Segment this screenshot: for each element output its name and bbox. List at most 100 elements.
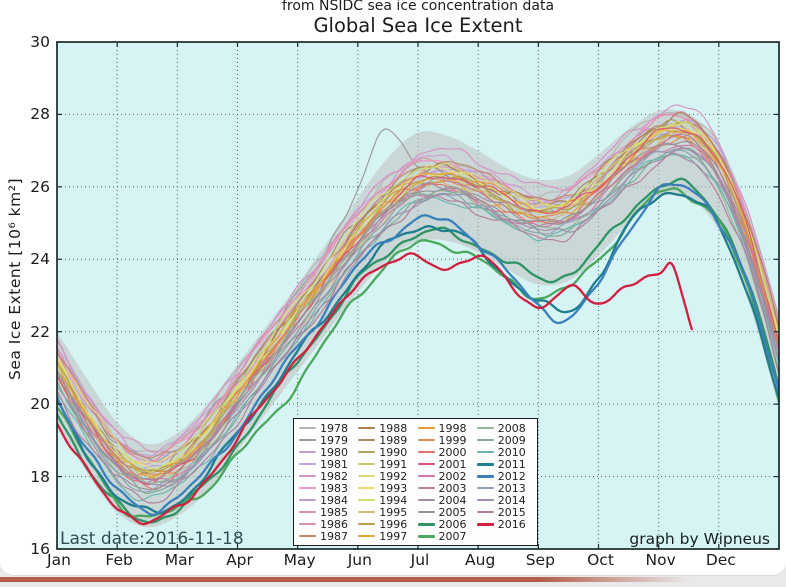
legend-swatch-1991 xyxy=(358,463,376,465)
series-line-1982 xyxy=(57,104,779,453)
legend-swatch-2005 xyxy=(417,511,435,513)
legend-swatch-2003 xyxy=(417,487,435,489)
legend-item-2013: 2013 xyxy=(476,481,532,495)
legend-swatch-1980 xyxy=(299,451,316,453)
legend-year-label: 1999 xyxy=(438,433,467,447)
legend-swatch-2009 xyxy=(476,439,494,441)
legend-item-1996: 1996 xyxy=(358,518,413,530)
legend-item-1997: 1997 xyxy=(358,530,413,542)
x-tick-label-apr: Apr xyxy=(226,551,253,569)
legend-swatch-1978 xyxy=(299,427,316,429)
x-tick-label-may: May xyxy=(283,551,316,569)
legend-item-1991: 1991 xyxy=(358,458,413,470)
legend-year-label: 2012 xyxy=(497,469,526,483)
legend-swatch-2016 xyxy=(476,522,494,526)
x-tick-label-feb: Feb xyxy=(105,551,133,569)
legend-item-2010: 2010 xyxy=(476,446,532,458)
x-tick-label-oct: Oct xyxy=(587,551,614,569)
x-tick-label-mar: Mar xyxy=(164,551,194,569)
legend-swatch-2002 xyxy=(417,475,435,477)
y-tick-label-30: 30 xyxy=(30,33,50,51)
spread-band xyxy=(57,109,779,528)
legend-item-1989: 1989 xyxy=(358,434,413,446)
legend-swatch-1983 xyxy=(299,487,316,489)
legend-swatch-2008 xyxy=(476,427,494,429)
legend-item-2008: 2008 xyxy=(476,421,532,435)
legend-item-2012: 2012 xyxy=(476,469,532,483)
legend-item-1979: 1979 xyxy=(299,434,354,446)
legend-year-label: 1985 xyxy=(320,505,348,519)
legend-item-1994: 1994 xyxy=(358,494,413,506)
x-tick-label-dec: Dec xyxy=(705,551,736,569)
series-line-1989 xyxy=(57,119,779,474)
legend-year-label: 2007 xyxy=(438,529,467,543)
legend-year-label: 2008 xyxy=(497,421,526,435)
legend-year-label: 1995 xyxy=(379,505,408,519)
chart-title: Global Sea Ice Extent xyxy=(313,14,523,37)
legend-swatch-1987 xyxy=(299,535,316,537)
legend-year-label: 2005 xyxy=(438,505,467,519)
legend-swatch-1996 xyxy=(358,523,376,525)
y-tick-label-24: 24 xyxy=(30,250,50,269)
legend-year-label: 2003 xyxy=(438,481,467,495)
legend-swatch-1981 xyxy=(299,463,316,465)
series-line-1986 xyxy=(57,113,779,463)
legend-year-label: 2001 xyxy=(438,457,467,471)
legend-item-2002: 2002 xyxy=(417,469,473,483)
legend-swatch-1984 xyxy=(299,499,316,501)
x-tick-label-aug: Aug xyxy=(465,551,496,569)
legend-item-1990: 1990 xyxy=(358,446,413,458)
series-line-1994 xyxy=(57,121,779,473)
legend-item-1998: 1998 xyxy=(417,421,473,435)
credit-annotation: graph by Wipneus xyxy=(629,530,770,548)
x-tick-label-jul: Jul xyxy=(410,551,430,569)
series-line-2016 xyxy=(57,252,693,526)
legend-year-label: 1998 xyxy=(438,421,467,435)
legend-item-1978: 1978 xyxy=(299,422,354,434)
legend-item-2006: 2006 xyxy=(417,517,473,531)
series-line-2013 xyxy=(57,149,779,493)
legend-swatch-2001 xyxy=(417,463,435,465)
legend-item-2004: 2004 xyxy=(417,493,473,507)
legend-year-label: 1987 xyxy=(320,529,348,543)
y-tick-label-22: 22 xyxy=(30,322,50,341)
legend-item-2001: 2001 xyxy=(417,457,473,471)
legend-item-1993: 1993 xyxy=(358,482,413,494)
legend-year-label: 1992 xyxy=(379,469,408,483)
legend-item-1982: 1982 xyxy=(299,470,354,482)
series-line-2004 xyxy=(57,142,779,480)
legend-year-label: 2016 xyxy=(497,517,526,531)
legend-swatch-2000 xyxy=(417,451,435,453)
legend-item-2000: 2000 xyxy=(417,445,473,459)
legend-year-label: 1984 xyxy=(320,493,348,507)
legend-item-2015: 2015 xyxy=(476,506,532,518)
legend-swatch-1995 xyxy=(358,511,376,513)
legend-item-1995: 1995 xyxy=(358,506,413,518)
legend-year-label: 1983 xyxy=(320,481,348,495)
legend-swatch-1999 xyxy=(417,439,435,441)
y-tick-label-26: 26 xyxy=(30,177,50,196)
legend-year-label: 2006 xyxy=(438,517,467,531)
legend-year-label: 2009 xyxy=(497,433,526,447)
legend-year-label: 2011 xyxy=(497,457,526,471)
legend-year-label: 2000 xyxy=(438,445,467,459)
legend-swatch-1990 xyxy=(358,451,376,453)
y-tick-label-28: 28 xyxy=(30,105,50,124)
legend-year-label: 1997 xyxy=(379,529,408,543)
legend-swatch-1982 xyxy=(299,475,316,477)
legend-year-label: 2004 xyxy=(438,493,467,507)
legend-item-2007: 2007 xyxy=(417,529,473,543)
legend-swatch-2006 xyxy=(417,522,435,526)
legend-year-label: 1991 xyxy=(379,457,408,471)
legend-year-label: 2002 xyxy=(438,469,467,483)
legend-swatch-1997 xyxy=(358,535,376,537)
legend-item-1999: 1999 xyxy=(417,433,473,447)
y-tick-label-16: 16 xyxy=(30,540,50,558)
series-line-2015 xyxy=(57,152,779,504)
legend-year-label: 1980 xyxy=(320,445,348,459)
legend-item-2003: 2003 xyxy=(417,481,473,495)
legend-swatch-2013 xyxy=(476,487,494,489)
legend-swatch-1993 xyxy=(358,487,376,489)
y-tick-label-20: 20 xyxy=(30,395,50,414)
legend-year-label: 2013 xyxy=(497,481,526,495)
